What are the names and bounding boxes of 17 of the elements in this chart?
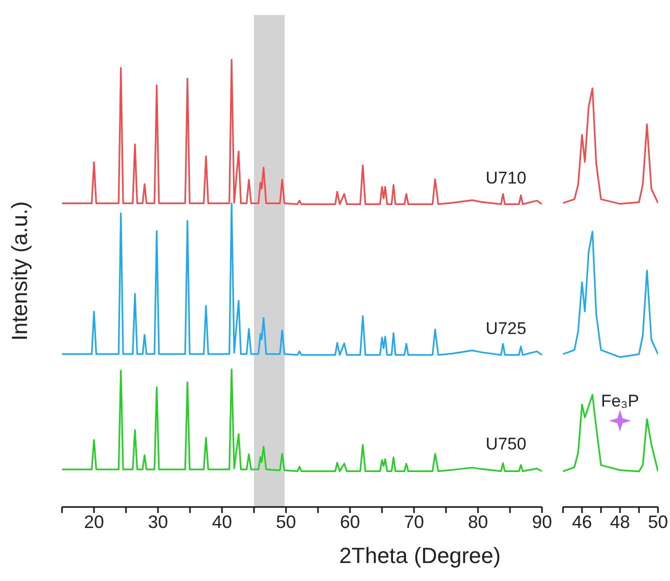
x-tick-label: 40 <box>212 512 232 532</box>
x-axis-title: 2Theta (Degree) <box>338 543 502 569</box>
x-tick-label: 80 <box>468 512 488 532</box>
x-tick-label: 90 <box>532 512 552 532</box>
x-tick-label: 30 <box>148 512 168 532</box>
x-tick-label: 60 <box>340 512 360 532</box>
x-tick-label: 50 <box>648 512 668 532</box>
annotation: Fe₃P <box>600 392 640 411</box>
y-axis-title: Intensity (a.u.) <box>7 200 33 343</box>
series-label: U710 <box>486 168 526 188</box>
x-tick-label: 70 <box>404 512 424 532</box>
x-tick-label: 46 <box>572 512 592 532</box>
x-tick-label: 20 <box>84 512 104 532</box>
x-tick-label: 50 <box>276 512 296 532</box>
x-tick-label: 48 <box>610 512 630 532</box>
series-label: U750 <box>486 434 526 454</box>
series-label: U725 <box>486 319 526 338</box>
